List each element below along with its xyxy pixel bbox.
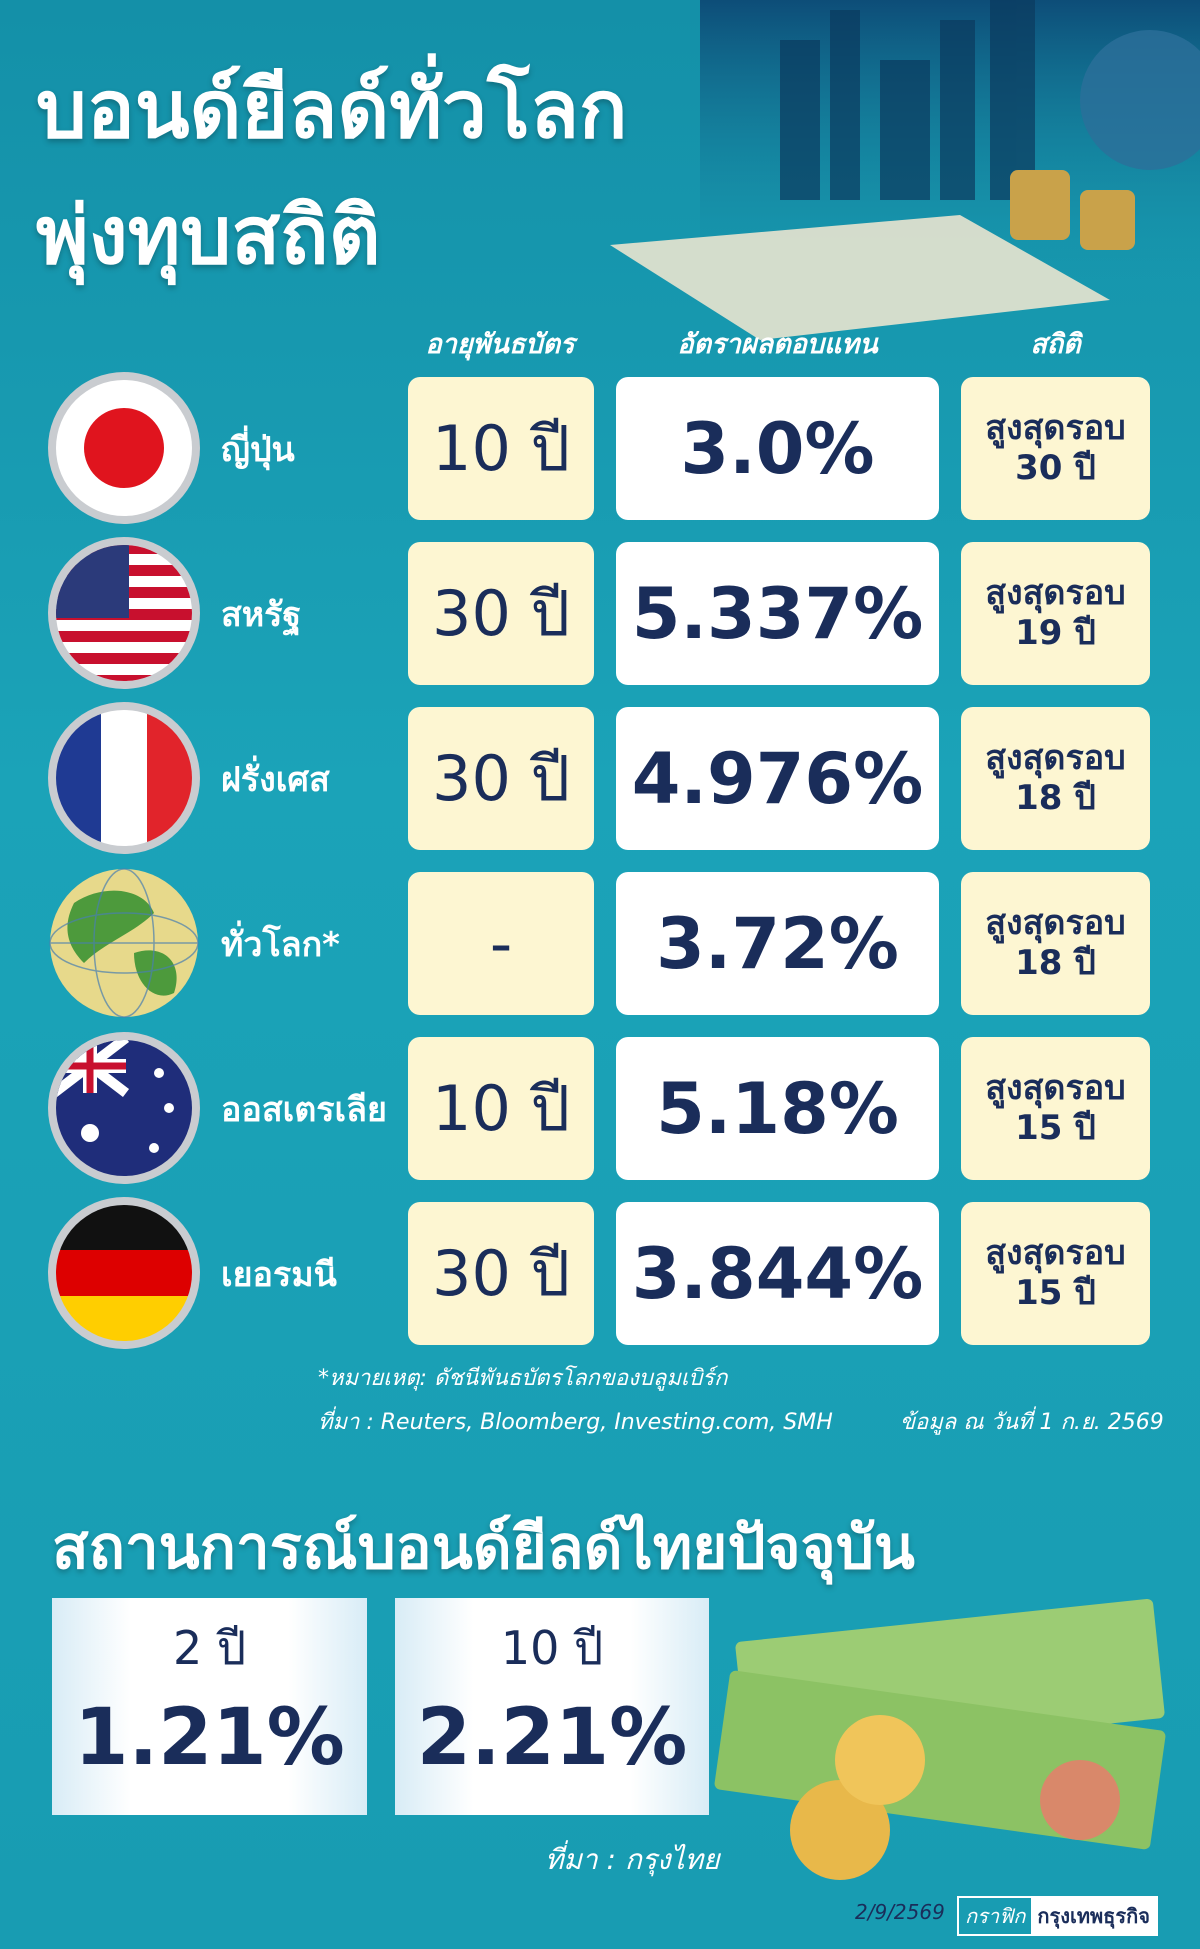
credit-label: กราฟิก	[965, 1904, 1026, 1928]
record: สูงสุดรอบ 18 ปี	[961, 872, 1150, 1015]
column-header: สถิติ	[1030, 329, 1081, 360]
card: 10 ปี 2.21%	[395, 1598, 709, 1815]
remark: *หมายเหตุ: ดัชนีพันธบัตรโลกของบลูมเบิร์ก	[318, 1366, 728, 1391]
thai-source: ที่มา : กรุงไทย	[545, 1843, 720, 1876]
as-of: ข้อมูล ณ วันที่ 1 ก.ย. 2569	[900, 1410, 1164, 1435]
title: บอนด์ยีลด์ทั่วโลก	[36, 63, 628, 156]
globe	[49, 868, 199, 1018]
record-line: สูงสุดรอบ	[985, 573, 1126, 614]
flag-germany	[48, 1197, 200, 1349]
country: เยอรมนี	[221, 1254, 337, 1295]
title: พุ่งทุบสถิติ	[36, 189, 381, 282]
flag-france	[48, 702, 200, 854]
country: ฝรั่งเศส	[221, 759, 330, 800]
yield: 3.844%	[616, 1202, 939, 1345]
term: 10 ปี	[408, 1037, 594, 1180]
term: 30 ปี	[408, 707, 594, 850]
term: 30 ปี	[408, 542, 594, 685]
card-term: 10 ปี	[500, 1621, 604, 1675]
column-header: อัตราผลตอบแทน	[677, 329, 878, 360]
flags	[48, 372, 200, 1349]
country: ทั่วโลก*	[221, 924, 340, 965]
flag-usa	[48, 537, 200, 689]
card: 2 ปี 1.21%	[52, 1598, 367, 1815]
card-yield: 2.21%	[416, 1693, 688, 1783]
term: -	[408, 872, 594, 1015]
record-line: 18 ปี	[1015, 777, 1096, 818]
country: ออสเตรเลีย	[221, 1089, 387, 1130]
yield: 5.337%	[616, 542, 939, 685]
card-yield: 1.21%	[74, 1693, 345, 1783]
record-line: สูงสุดรอบ	[985, 1233, 1126, 1274]
column-header: อายุพันธบัตร	[425, 329, 575, 360]
record: สูงสุดรอบ 15 ปี	[961, 1202, 1150, 1345]
yield: 5.18%	[616, 1037, 939, 1180]
date: 2/9/2569	[855, 1900, 945, 1924]
flag-australia	[48, 1032, 200, 1184]
record: สูงสุดรอบ 15 ปี	[961, 1037, 1150, 1180]
record: สูงสุดรอบ 18 ปี	[961, 707, 1150, 850]
section-title: สถานการณ์บอนด์ยีลด์ไทยปัจจุบัน	[52, 1513, 915, 1583]
record-line: 15 ปี	[1015, 1272, 1096, 1313]
card-term: 2 ปี	[172, 1621, 247, 1675]
country: ญี่ปุ่น	[221, 429, 295, 470]
source: ที่มา : Reuters, Bloomberg, Investing.co…	[318, 1410, 833, 1435]
term: 30 ปี	[408, 1202, 594, 1345]
record-line: 30 ปี	[1015, 447, 1096, 488]
term: 10 ปี	[408, 377, 594, 520]
record-line: 19 ปี	[1015, 612, 1096, 653]
record-line: สูงสุดรอบ	[985, 738, 1126, 779]
flag-japan	[48, 372, 200, 524]
yield: 4.976%	[616, 707, 939, 850]
record-line: 15 ปี	[1015, 1107, 1096, 1148]
record-line: สูงสุดรอบ	[985, 1068, 1126, 1109]
yield: 3.0%	[616, 377, 939, 520]
record: สูงสุดรอบ 30 ปี	[961, 377, 1150, 520]
country: สหรัฐ	[221, 594, 302, 635]
credit: กราฟิก กรุงเทพธุรกิจ	[957, 1896, 1158, 1936]
credit-name: กรุงเทพธุรกิจ	[1031, 1898, 1156, 1934]
yield: 3.72%	[616, 872, 939, 1015]
record-line: สูงสุดรอบ	[985, 408, 1126, 449]
record-line: 18 ปี	[1015, 942, 1096, 983]
record-line: สูงสุดรอบ	[985, 903, 1126, 944]
record: สูงสุดรอบ 19 ปี	[961, 542, 1150, 685]
